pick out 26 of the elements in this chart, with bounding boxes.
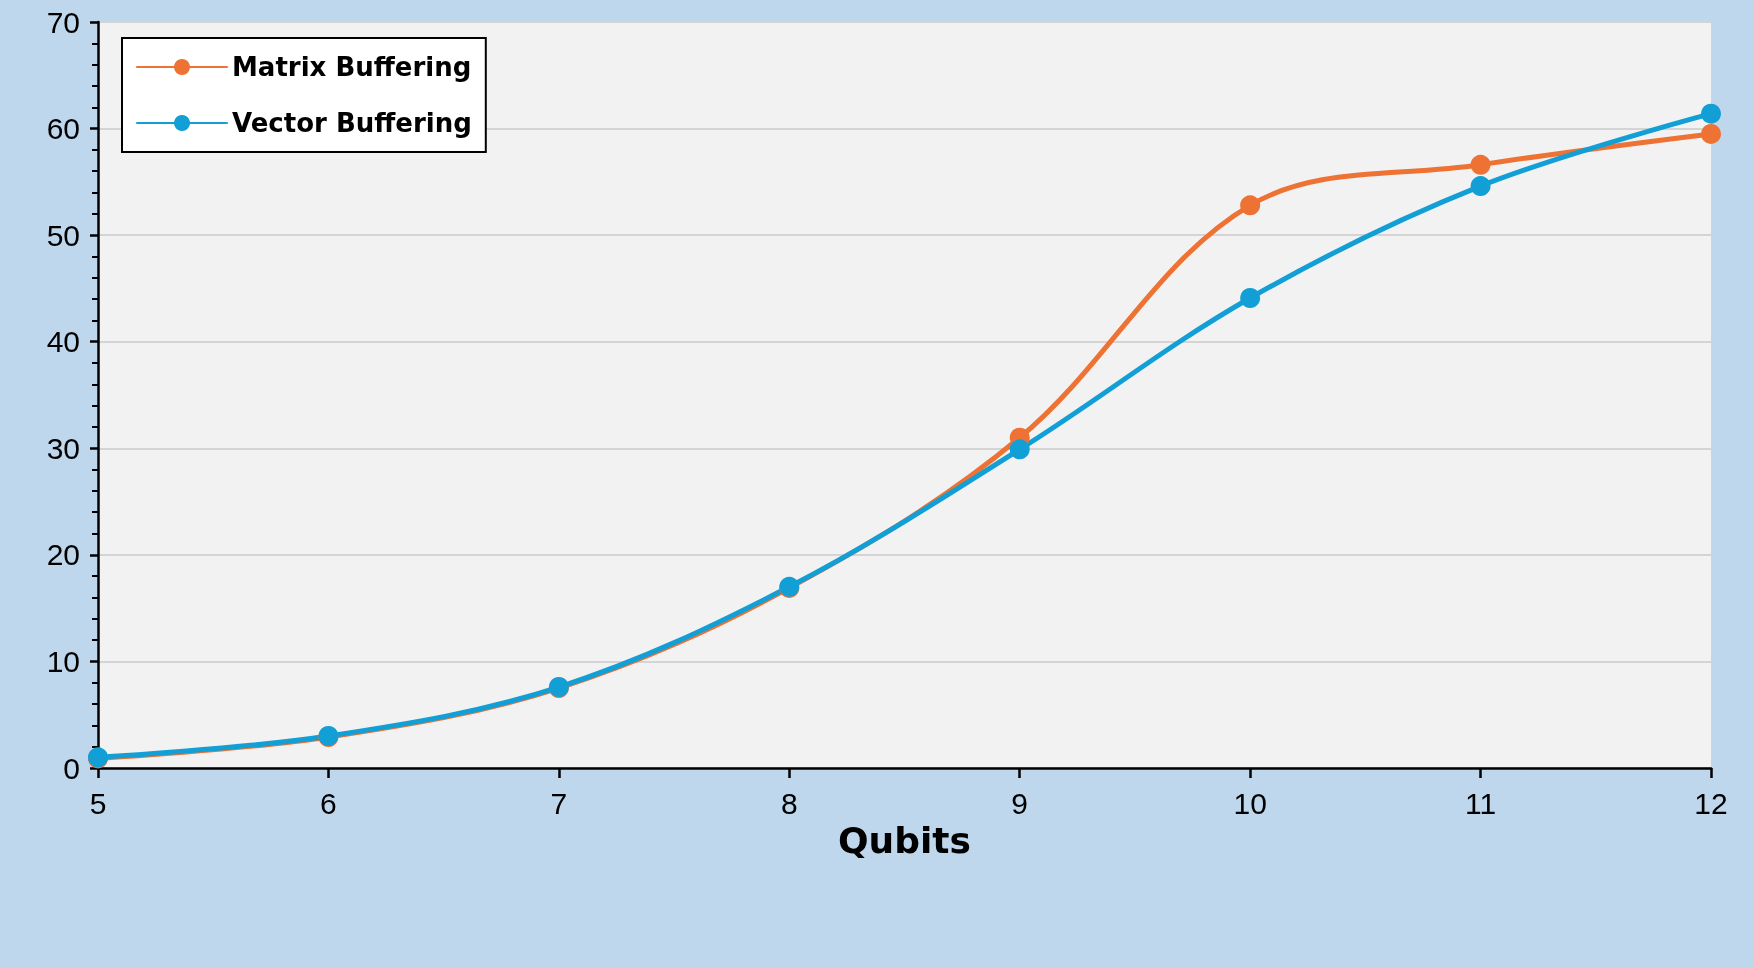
x-tick-label: 8	[780, 786, 798, 820]
legend-label: Vector Buffering	[232, 108, 472, 138]
legend-label: Matrix Buffering	[232, 52, 472, 82]
y-tick-label: 30	[46, 431, 80, 465]
point	[1240, 288, 1261, 309]
point	[1009, 439, 1030, 460]
point	[1701, 103, 1721, 124]
y-tick-label: 40	[46, 325, 80, 359]
point	[1240, 195, 1261, 216]
x-tick-label: 9	[1011, 786, 1029, 820]
x-tick-label: 10	[1233, 786, 1267, 820]
y-tick-label: 10	[46, 644, 80, 678]
y-tick-label: 20	[46, 538, 80, 572]
y-tick-label: 70	[46, 5, 80, 39]
point	[1470, 176, 1491, 197]
y-tick-label: 0	[63, 751, 80, 785]
x-tick-label: 7	[550, 786, 568, 820]
y-tick-label: 50	[46, 218, 80, 252]
x-tick-label: 5	[89, 786, 107, 820]
y-tick-label: 60	[46, 112, 80, 146]
point	[1701, 123, 1721, 144]
x-tick-label: 12	[1694, 786, 1728, 820]
point	[1470, 154, 1491, 175]
x-axis-title: Qubits	[838, 820, 971, 862]
x-tick-label: 6	[320, 786, 337, 820]
x-tick-label: 11	[1464, 786, 1497, 820]
